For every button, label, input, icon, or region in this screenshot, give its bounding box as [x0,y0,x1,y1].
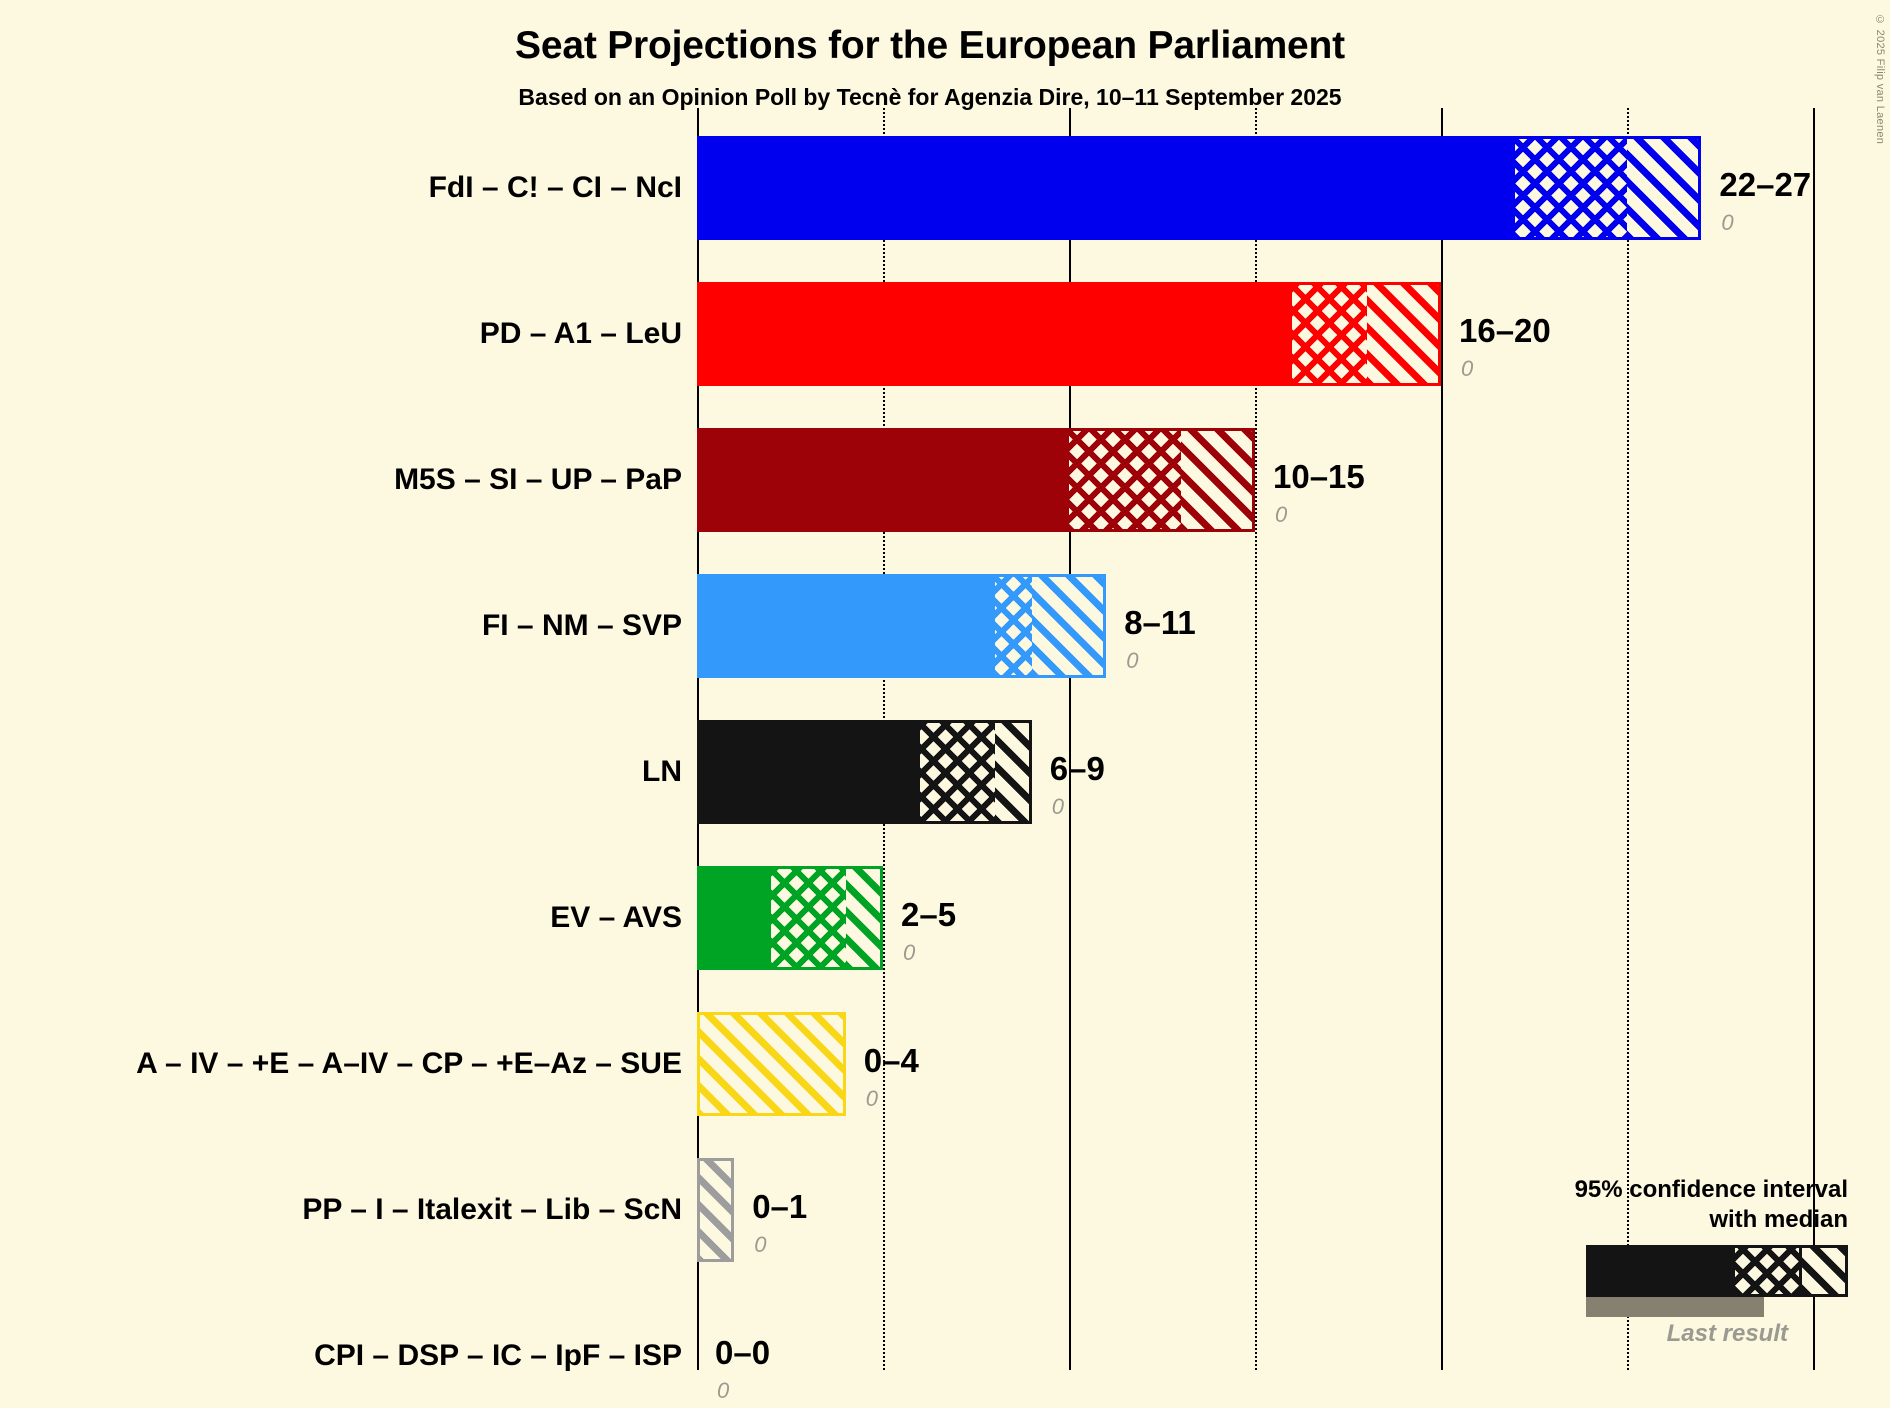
bar-solid-segment [697,428,1069,532]
chart-row: PP – I – Italexit – Lib – ScN 0–1 0 [0,1158,1890,1262]
chart-row: LN 6–9 0 [0,720,1890,824]
bar-diagonal-segment [1031,574,1107,678]
bar-diagonal-segment [697,1158,735,1262]
bar-7 [697,1012,846,1116]
bar-outline [697,1158,735,1262]
row-label: PD – A1 – LeU [479,317,682,350]
page-title: Seat Projections for the European Parlia… [515,24,1345,67]
bar-1 [697,136,1702,240]
bar-outline [697,574,1107,678]
gridline-major-30 [1813,108,1815,1370]
value-label: 6–9 [1049,749,1105,787]
bar-solid-segment [697,866,772,970]
bar-crosshatch-segment [994,574,1032,678]
bar-outline [697,720,1032,824]
bar-crosshatch-segment [920,720,995,824]
row-label: PP – I – Italexit – Lib – ScN [302,1193,682,1226]
value-label: 22–27 [1719,165,1812,203]
bar-diagonal-segment [1627,136,1702,240]
bar-crosshatch-segment [1515,136,1627,240]
row-label: A – IV – +E – A–IV – CP – +E–Az – SUE [136,1047,682,1080]
last-result-label: 0 [1721,210,1734,235]
bar-solid-segment [697,136,1516,240]
copyright-notice: © 2025 Filip van Laenen [1874,14,1886,145]
value-label: 0–1 [752,1187,808,1225]
legend-crosshatch-segment [1735,1248,1799,1294]
value-label: 8–11 [1124,603,1196,641]
bar-solid-segment [697,720,921,824]
legend-sample-bar [1586,1245,1848,1297]
last-result-label: 0 [717,1378,730,1403]
bar-6 [697,866,883,970]
value-label: 2–5 [901,895,957,933]
chart-row: FI – NM – SVP 8–11 0 [0,574,1890,678]
chart-row: CPI – DSP – IC – IpF – ISP 0–0 0 [0,1304,1890,1408]
legend-last-result-bar [1586,1297,1764,1317]
last-result-label: 0 [1275,502,1288,527]
legend-last-result-label: Last result [1666,1320,1788,1347]
chart-row: PD – A1 – LeU 16–20 0 [0,282,1890,386]
last-result-label: 0 [1461,356,1474,381]
bar-diagonal-segment [845,866,883,970]
last-result-label: 0 [1126,648,1139,673]
value-label: 0–4 [863,1041,919,1079]
gridline-minor-25 [1627,108,1629,1370]
chart-legend: 95% confidence interval with median Last… [1528,1175,1848,1348]
bar-outline [697,282,1441,386]
value-label: 10–15 [1273,457,1365,495]
chart-row: FdI – C! – CI – NcI 22–27 0 [0,136,1890,240]
bar-5 [697,720,1032,824]
last-result-label: 0 [754,1232,767,1257]
bar-crosshatch-segment [1292,282,1367,386]
value-label: 0–0 [715,1333,771,1371]
bar-crosshatch-segment [771,866,846,970]
row-label: CPI – DSP – IC – IpF – ISP [314,1339,682,1372]
bar-outline [697,866,883,970]
chart-row: A – IV – +E – A–IV – CP – +E–Az – SUE 0–4… [0,1012,1890,1116]
row-label: LN [642,755,682,788]
bar-solid-segment [697,574,995,678]
last-result-label: 0 [903,940,916,965]
bar-diagonal-segment [1366,282,1441,386]
bar-diagonal-segment [1180,428,1255,532]
bar-2 [697,282,1441,386]
legend-diagonal-segment [1799,1248,1845,1294]
chart-row: EV – AVS 2–5 0 [0,866,1890,970]
bar-8 [697,1158,735,1262]
bar-outline [697,136,1702,240]
legend-line-1: 95% confidence interval [1574,1176,1848,1204]
bar-diagonal-segment [994,720,1032,824]
row-label: EV – AVS [550,901,682,934]
row-label: FI – NM – SVP [481,609,682,642]
bar-outline [697,428,1255,532]
legend-line-2: with median [1709,1205,1848,1233]
gridline-major-20 [1441,108,1443,1370]
last-result-label: 0 [1051,794,1065,819]
gridline-minor-15 [1255,108,1257,1370]
bar-3 [697,428,1255,532]
bar-diagonal-segment [697,1012,846,1116]
page-subtitle: Based on an Opinion Poll by Tecnè for Ag… [518,84,1342,110]
bar-4 [697,574,1107,678]
row-label: M5S – SI – UP – PaP [394,463,682,496]
last-result-label: 0 [865,1086,879,1111]
bar-crosshatch-segment [1069,428,1181,532]
value-label: 16–20 [1459,311,1551,349]
gridline-major-10 [1069,108,1071,1370]
bar-solid-segment [697,282,1293,386]
row-label: FdI – C! – CI – NcI [428,171,682,204]
bar-outline [697,1012,846,1116]
chart-row: M5S – SI – UP – PaP 10–15 0 [0,428,1890,532]
